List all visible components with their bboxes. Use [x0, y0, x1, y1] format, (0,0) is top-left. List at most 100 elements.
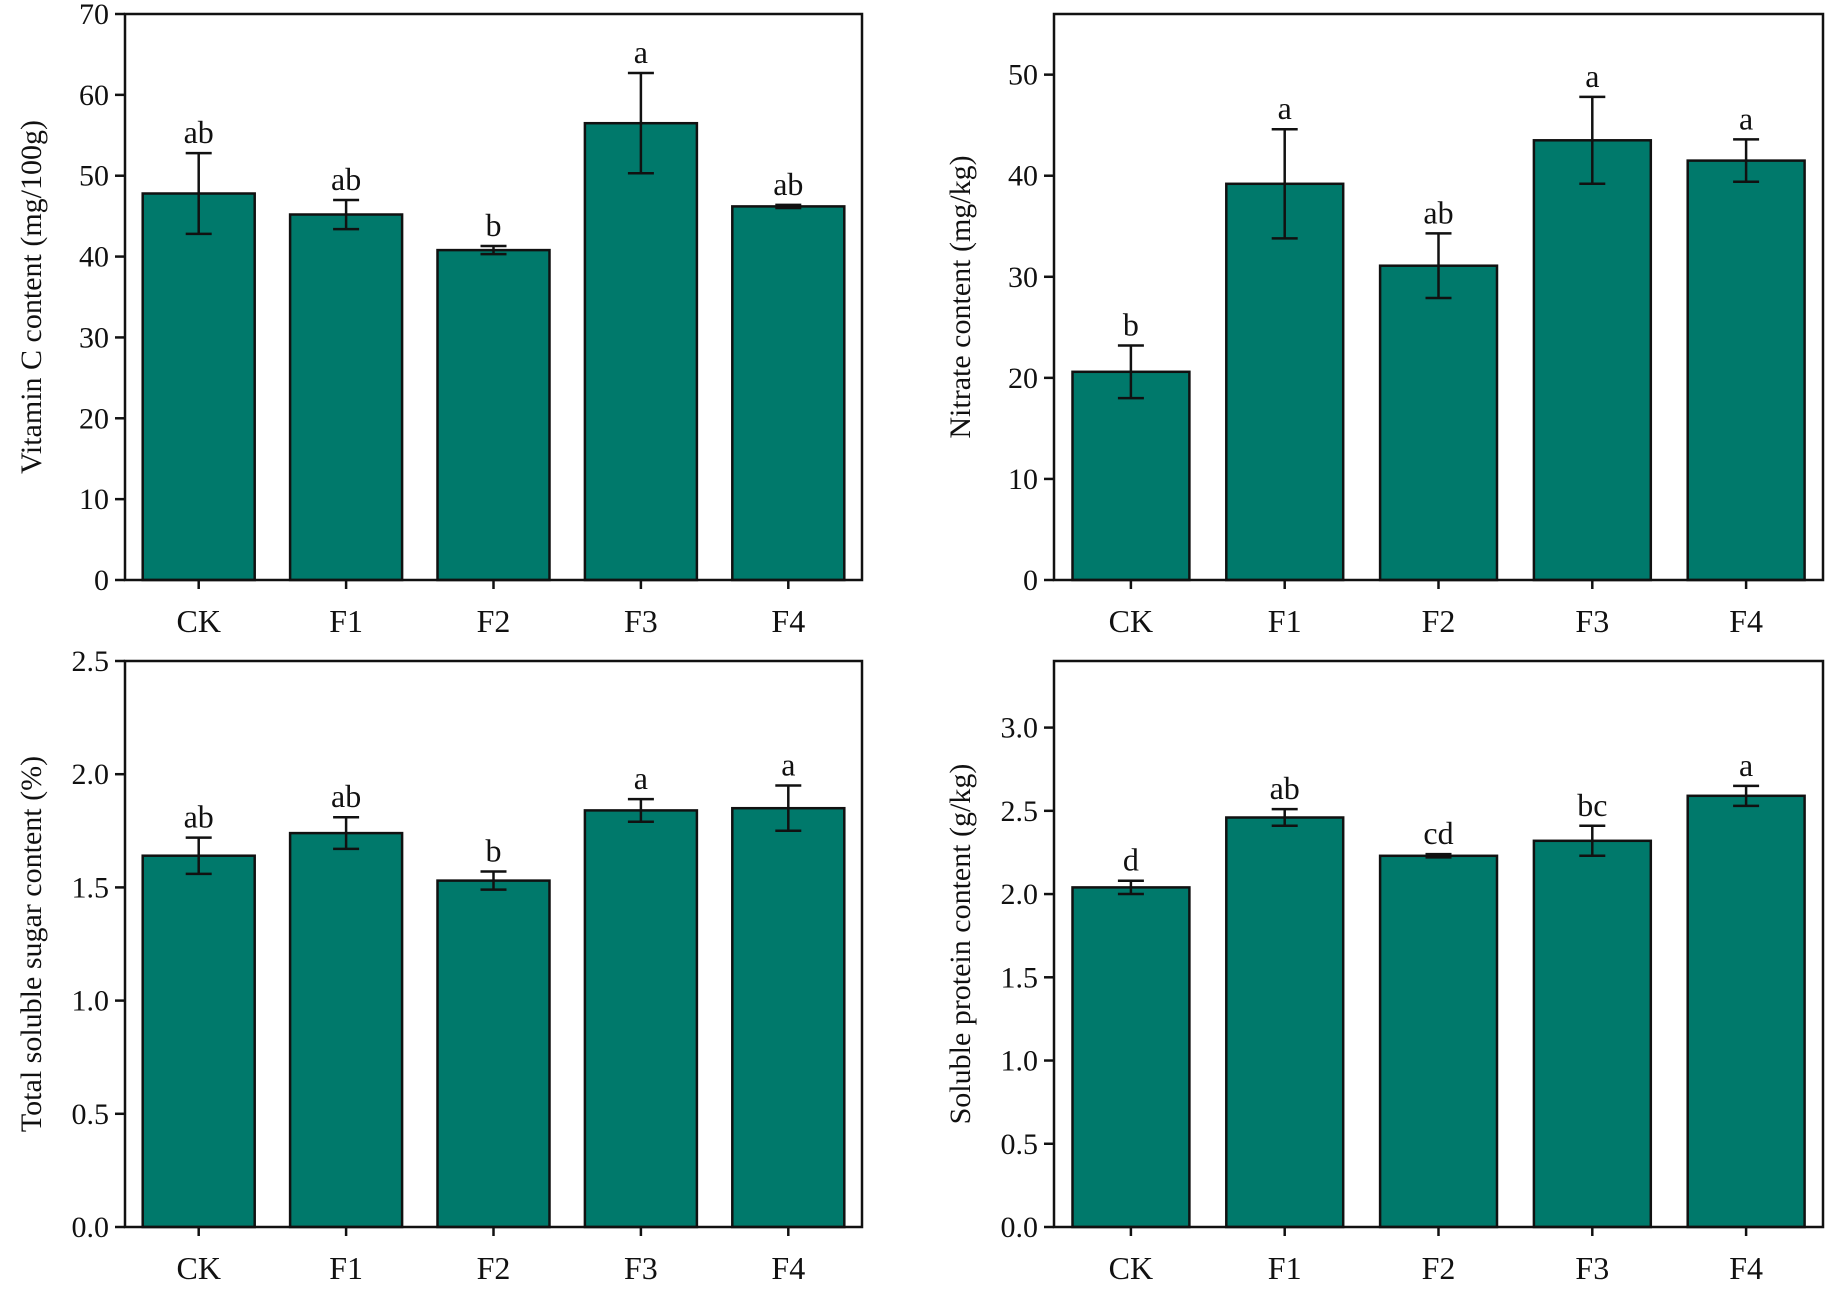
y-tick-label: 0.0: [72, 1211, 110, 1244]
significance-label-f2: b: [486, 207, 502, 243]
y-tick-label: 1.0: [72, 985, 110, 1018]
significance-label-f2: b: [486, 833, 502, 869]
significance-label-f3: a: [634, 760, 648, 796]
y-axis-title: Vitamin C content (mg/100g): [15, 120, 48, 474]
error-bar-f4: [1733, 784, 1760, 808]
error-bar-f3: [1579, 95, 1606, 186]
x-tick-label-f1: F1: [329, 603, 363, 639]
bar-f4: [731, 806, 846, 1229]
y-tick-label: 40: [79, 241, 109, 274]
significance-label-ck: ab: [184, 799, 214, 835]
error-bar-f2: [1425, 852, 1452, 859]
chart-panel-4: d CK ab F1 cd F2 bc F3 a F4 0.0 0.5 1.0 1.5 2.0 2.5 3.0 S…: [944, 659, 1825, 1286]
bar-ck: [1071, 886, 1191, 1229]
x-tick-label-f1: F1: [329, 1250, 363, 1286]
error-bar-f2: [480, 870, 507, 891]
bar-ck: [141, 192, 256, 582]
x-tick-label-f2: F2: [477, 1250, 511, 1286]
bar-f2: [436, 879, 551, 1229]
significance-label-f4: a: [1739, 100, 1753, 136]
error-bar-ck: [1117, 344, 1144, 400]
x-tick-label-f2: F2: [1422, 1250, 1456, 1286]
bar-f3: [583, 121, 699, 582]
significance-label-f1: ab: [331, 161, 361, 197]
y-tick-label: 0.5: [72, 1098, 110, 1131]
chart-panel-1: ab CK ab F1 b F2 a F3 ab F4 0 10 20 30 40 50 60 70 Vitamin…: [15, 0, 864, 639]
bar-f3: [583, 809, 699, 1229]
x-tick-label-f4: F4: [771, 603, 805, 639]
y-tick-label: 50: [79, 160, 109, 193]
plot-frame: [1052, 12, 1825, 582]
significance-label-f1: ab: [1270, 770, 1300, 806]
chart-panel-3: ab CK ab F1 b F2 a F3 a F4 0.0 0.5 1.0 1.5 2.0 2.5 Total…: [15, 645, 864, 1286]
y-tick-label: 30: [79, 321, 109, 354]
y-axis-title: Soluble protein content (g/kg): [944, 764, 977, 1125]
y-tick-label: 1.5: [1001, 961, 1039, 994]
chart-panel-2: b CK a F1 ab F2 a F3 a F4 0 10 20 30 40 50 Nitrate conte…: [944, 12, 1825, 639]
y-tick-label: 50: [1008, 59, 1038, 92]
y-tick-label: 30: [1008, 261, 1038, 294]
bar-f1: [1225, 816, 1345, 1229]
error-bar-f3: [1579, 824, 1606, 858]
y-tick-label: 2.5: [72, 645, 110, 678]
x-tick-label-f4: F4: [771, 1250, 805, 1286]
x-tick-label-f1: F1: [1268, 603, 1302, 639]
plot-frame: [123, 12, 864, 582]
y-tick-label: 70: [79, 0, 109, 31]
x-tick-label-f3: F3: [624, 603, 658, 639]
plot-frame: [123, 659, 864, 1229]
significance-label-f4: a: [1739, 747, 1753, 783]
bar-ck: [141, 854, 256, 1229]
y-tick-label: 0: [1023, 564, 1038, 597]
error-bar-f4: [775, 203, 802, 210]
bar-f4: [1686, 159, 1806, 582]
x-tick-label-f3: F3: [1575, 603, 1609, 639]
significance-label-f4: a: [781, 747, 795, 783]
bar-f2: [1378, 264, 1499, 582]
bar-f1: [288, 831, 404, 1229]
bar-ck: [1071, 370, 1191, 582]
error-bar-f1: [333, 198, 360, 231]
x-tick-label-f3: F3: [624, 1250, 658, 1286]
significance-label-f1: a: [1278, 90, 1292, 126]
bar-f4: [1686, 794, 1806, 1229]
bar-f1: [1225, 182, 1345, 582]
x-tick-label-ck: CK: [1109, 1250, 1153, 1286]
error-bar-ck: [1117, 879, 1144, 896]
x-tick-label-f1: F1: [1268, 1250, 1302, 1286]
bar-f3: [1532, 839, 1653, 1229]
bar-f4: [731, 205, 846, 582]
x-tick-label-f4: F4: [1729, 1250, 1763, 1286]
error-bar-f4: [1733, 138, 1760, 184]
y-tick-label: 10: [79, 483, 109, 516]
significance-label-f1: ab: [331, 778, 361, 814]
significance-label-ck: d: [1123, 842, 1139, 878]
bar-f3: [1532, 139, 1653, 582]
bar-f2: [436, 248, 551, 582]
error-bar-f4: [775, 784, 802, 833]
error-bar-ck: [185, 836, 212, 876]
y-tick-label: 1.0: [1001, 1045, 1039, 1078]
significance-label-f3: bc: [1577, 787, 1607, 823]
error-bar-ck: [185, 151, 212, 236]
error-bar-f1: [333, 815, 360, 851]
x-tick-label-f2: F2: [1422, 603, 1456, 639]
y-axis-title: Total soluble sugar content (%): [15, 756, 48, 1132]
error-bar-f2: [1425, 232, 1452, 300]
y-tick-label: 1.5: [72, 871, 110, 904]
y-tick-label: 60: [79, 79, 109, 112]
error-bar-f3: [627, 797, 654, 823]
y-tick-label: 3.0: [1001, 712, 1039, 745]
y-tick-label: 0.5: [1001, 1128, 1039, 1161]
significance-label-f2: cd: [1423, 815, 1453, 851]
bar-f2: [1378, 854, 1499, 1229]
x-tick-label-f4: F4: [1729, 603, 1763, 639]
y-tick-label: 0: [94, 564, 109, 597]
y-axis-title: Nitrate content (mg/kg): [944, 155, 977, 438]
significance-label-f2: ab: [1423, 194, 1453, 230]
error-bar-f2: [480, 244, 507, 256]
significance-label-f3: a: [1585, 58, 1599, 94]
y-tick-label: 2.0: [1001, 878, 1039, 911]
plot-frame: [1052, 659, 1825, 1229]
